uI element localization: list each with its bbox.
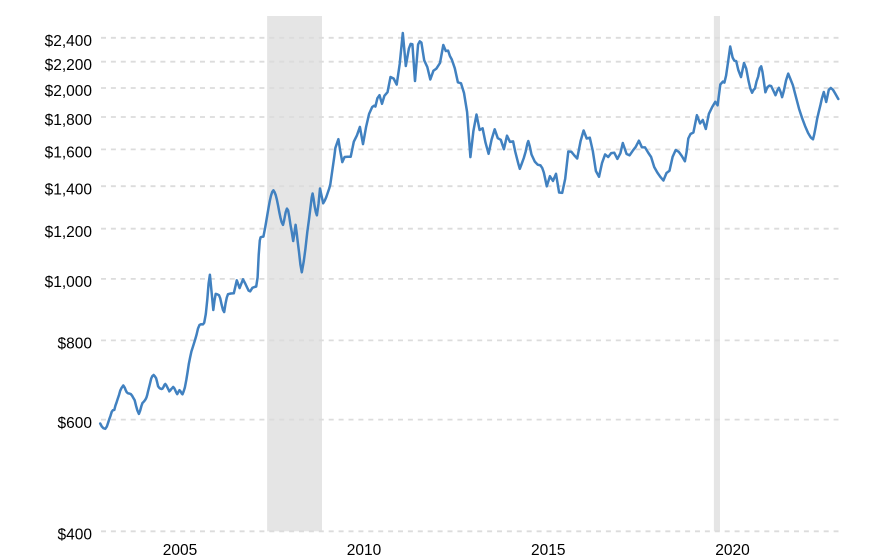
svg-text:$800: $800 [58,336,93,353]
svg-text:$1,800: $1,800 [45,112,93,129]
svg-text:2015: 2015 [531,542,565,559]
svg-text:$1,400: $1,400 [45,181,93,198]
svg-text:$1,200: $1,200 [45,224,93,241]
svg-text:$600: $600 [58,415,93,432]
svg-text:2010: 2010 [347,542,382,559]
svg-text:$1,600: $1,600 [45,145,93,162]
svg-text:2020: 2020 [715,542,750,559]
svg-text:$2,200: $2,200 [45,57,93,74]
svg-text:$1,000: $1,000 [45,274,93,291]
svg-text:2005: 2005 [163,542,197,559]
svg-text:$400: $400 [58,527,93,544]
svg-text:$2,400: $2,400 [45,33,93,50]
svg-text:$2,000: $2,000 [45,83,93,100]
